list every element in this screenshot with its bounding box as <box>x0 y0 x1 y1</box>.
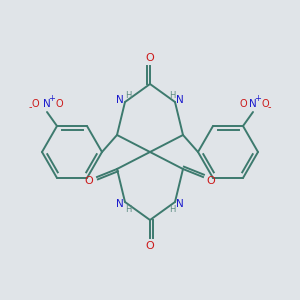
Text: N: N <box>249 99 257 109</box>
Text: O: O <box>55 99 63 109</box>
Text: O: O <box>146 53 154 63</box>
Text: H: H <box>125 91 131 100</box>
Text: N: N <box>176 95 184 105</box>
Text: O: O <box>207 176 215 186</box>
Text: N: N <box>116 95 124 105</box>
Text: -: - <box>267 102 271 112</box>
Text: O: O <box>31 99 39 109</box>
Text: H: H <box>125 205 131 214</box>
Text: O: O <box>146 241 154 251</box>
Text: N: N <box>176 199 184 209</box>
Text: N: N <box>116 199 124 209</box>
Text: +: + <box>255 94 261 103</box>
Text: O: O <box>85 176 93 186</box>
Text: N: N <box>43 99 51 109</box>
Text: H: H <box>169 91 175 100</box>
Text: H: H <box>169 205 175 214</box>
Text: O: O <box>261 99 269 109</box>
Text: O: O <box>239 99 247 109</box>
Text: -: - <box>28 102 32 112</box>
Text: +: + <box>49 94 56 103</box>
